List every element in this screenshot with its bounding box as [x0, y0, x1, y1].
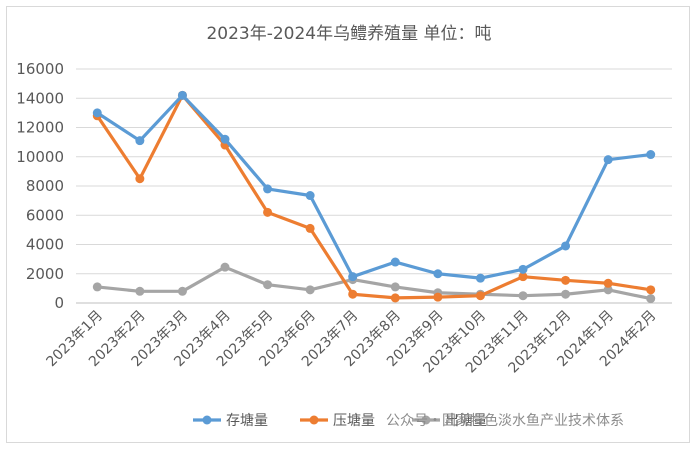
y-tick-label: 2000: [26, 265, 64, 283]
data-point: [391, 282, 400, 291]
legend-marker: [203, 416, 212, 425]
series-line: [97, 95, 650, 298]
y-tick-label: 14000: [16, 89, 64, 107]
data-point: [178, 287, 187, 296]
watermark-text: 公众号・国家特色淡水鱼产业技术体系: [386, 412, 624, 429]
y-tick-label: 6000: [26, 206, 64, 224]
y-tick-label: 4000: [26, 236, 64, 254]
data-point: [306, 191, 315, 200]
data-point: [519, 291, 528, 300]
data-point: [476, 291, 485, 300]
y-tick-label: 8000: [26, 177, 64, 195]
data-point: [646, 294, 655, 303]
legend-label: 存塘量: [226, 413, 268, 429]
data-point: [178, 91, 187, 100]
series-line: [97, 95, 650, 278]
series-存塘量: [93, 91, 655, 283]
data-point: [476, 274, 485, 283]
y-tick-label: 10000: [16, 148, 64, 166]
data-point: [391, 293, 400, 302]
series-group: [93, 91, 655, 303]
data-point: [433, 269, 442, 278]
data-point: [391, 258, 400, 267]
data-point: [221, 135, 230, 144]
data-point: [135, 287, 144, 296]
y-tick-label: 12000: [16, 119, 64, 137]
y-tick-label: 0: [54, 294, 64, 312]
data-point: [604, 155, 613, 164]
data-point: [433, 293, 442, 302]
data-point: [348, 272, 357, 281]
data-point: [646, 285, 655, 294]
y-tick-label: 16000: [16, 60, 64, 78]
legend-marker: [310, 416, 319, 425]
y-axis: 0 2000 4000 6000 8000 10000 12000 14000 16000: [16, 60, 64, 312]
data-point: [561, 276, 570, 285]
data-point: [519, 265, 528, 274]
data-point: [561, 241, 570, 250]
data-point: [135, 174, 144, 183]
data-point: [604, 279, 613, 288]
data-point: [306, 285, 315, 294]
data-point: [561, 290, 570, 299]
legend-label: 压塘量: [333, 413, 375, 429]
chart-title: 2023年-2024年乌鳢养殖量 单位：吨: [206, 24, 491, 44]
data-point: [263, 208, 272, 217]
data-point: [348, 290, 357, 299]
data-point: [263, 184, 272, 193]
data-point: [646, 150, 655, 159]
data-point: [263, 280, 272, 289]
x-axis: 2023年1月2023年2月2023年3月2023年4月2023年5月2023年…: [44, 308, 660, 377]
data-point: [221, 263, 230, 272]
data-point: [93, 282, 102, 291]
data-point: [306, 224, 315, 233]
data-point: [135, 136, 144, 145]
data-point: [93, 108, 102, 117]
